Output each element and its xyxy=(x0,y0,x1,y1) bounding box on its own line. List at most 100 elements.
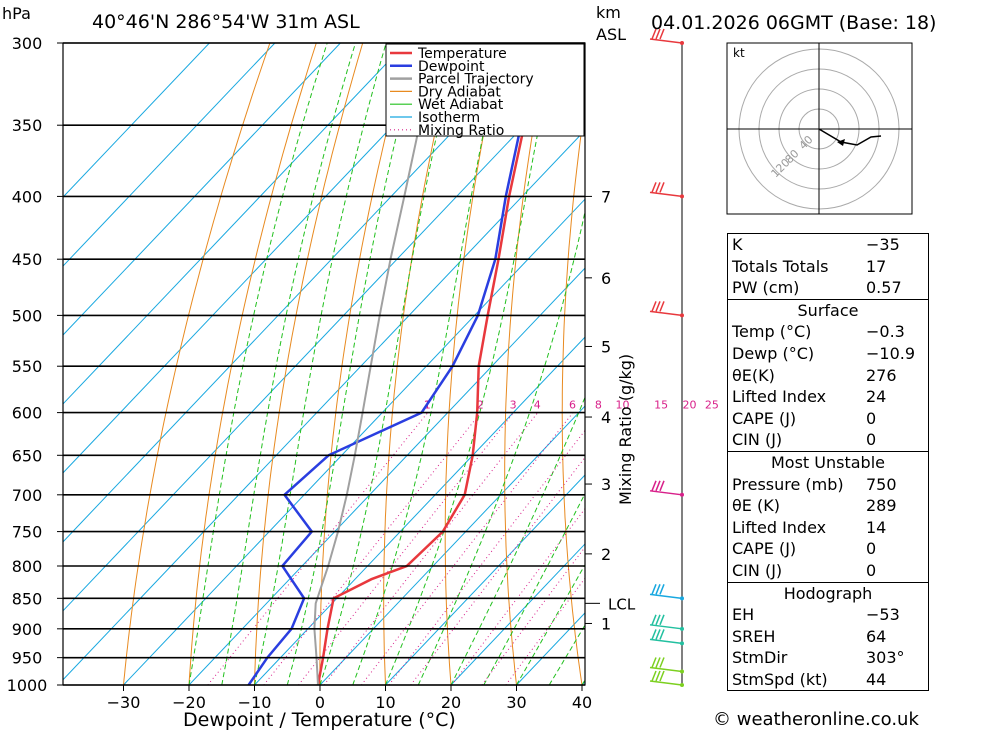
wind-barb-flag xyxy=(659,584,665,595)
mu-li-value: 14 xyxy=(866,517,887,537)
mixing-ratio-tick-label: 25 xyxy=(705,399,719,412)
pressure-unit: hPa xyxy=(2,4,31,23)
surface-cape-value: 0 xyxy=(866,408,877,428)
mu-thetae-row: θE (K) 289 xyxy=(728,495,928,517)
mu-li-row: Lifted Index 14 xyxy=(728,517,928,539)
pressure-tick-label: 600 xyxy=(12,404,43,423)
pressure-tick-label: 450 xyxy=(12,250,43,269)
eh-row: EH −53 xyxy=(728,604,928,626)
totals-totals-row: Totals Totals 17 xyxy=(728,256,928,278)
mixing-ratio-label: Mixing Ratio (g/kg) xyxy=(616,354,635,505)
temperature-tick-label: 30 xyxy=(506,693,526,712)
most-unstable-section: Most Unstable Pressure (mb) 750 θE (K) 289… xyxy=(728,450,928,582)
sreh-label: SREH xyxy=(732,626,776,646)
wind-barb-flag xyxy=(659,657,665,668)
isotherm-line xyxy=(254,336,585,685)
dry-adiabat-line xyxy=(672,43,713,685)
wind-barb-flag xyxy=(655,670,661,682)
wind-barb-flag xyxy=(655,614,661,626)
surface-thetae-value: 276 xyxy=(866,365,897,385)
mixing-ratio-tick-label: 8 xyxy=(595,399,602,412)
pressure-tick-label: 500 xyxy=(12,306,43,325)
surface-dewp-row: Dewp (°C) −10.9 xyxy=(728,343,928,365)
pressure-tick-label: 400 xyxy=(12,187,43,206)
wind-dot xyxy=(680,683,684,687)
pw-value: 0.57 xyxy=(866,278,902,298)
wind-dot xyxy=(680,641,684,646)
mu-cin-value: 0 xyxy=(866,560,877,580)
surface-cin-row: CIN (J) 0 xyxy=(728,429,928,451)
pressure-tick-label: 1000 xyxy=(7,676,48,695)
mixing-ratio-tick-label: 6 xyxy=(569,399,576,412)
plot-frame xyxy=(62,42,586,686)
wind-barb xyxy=(649,624,683,630)
mu-cape-label: CAPE (J) xyxy=(732,539,797,559)
legend-entry: Mixing Ratio xyxy=(418,123,504,139)
surface-temp-row: Temp (°C) −0.3 xyxy=(728,321,928,343)
height-unit-km: km xyxy=(596,3,621,22)
wind-dot xyxy=(680,492,684,497)
x-axis-label: Dewpoint / Temperature (°C) xyxy=(183,709,456,731)
totals-totals-value: 17 xyxy=(866,256,887,276)
wind-barb xyxy=(649,666,683,673)
stmdir-label: StmDir xyxy=(732,648,788,668)
surface-li-label: Lifted Index xyxy=(732,387,827,407)
temperature-tick-label: −30 xyxy=(107,693,141,712)
isotherm-line xyxy=(63,43,341,336)
wind-barb xyxy=(649,191,683,198)
temperature-tick-label: 20 xyxy=(441,693,461,712)
wind-barb-flag xyxy=(655,301,661,312)
height-tick-label: 4 xyxy=(601,408,611,427)
wind-barb-flag xyxy=(659,629,665,640)
stmspd-label: StmSpd (kt) xyxy=(732,669,828,689)
mixing-ratio-tick-label: 3 xyxy=(510,399,517,412)
surface-thetae-label: θE(K) xyxy=(732,365,775,385)
wind-barb-flag xyxy=(659,480,665,492)
legend-entry: Parcel Trajectory xyxy=(418,72,534,88)
isotherm-line xyxy=(63,43,538,543)
mu-pressure-label: Pressure (mb) xyxy=(732,474,844,494)
wind-barb xyxy=(649,310,683,317)
run-title: 04.01.2026 06GMT (Base: 18) xyxy=(651,12,936,34)
wind-barb-flag xyxy=(651,301,657,312)
indices-table: K −35 Totals Totals 17 PW (cm) 0.57 Surface… xyxy=(727,233,929,692)
wind-dot xyxy=(680,669,684,674)
wind-barb xyxy=(649,680,683,686)
temperature-tick-label: 10 xyxy=(375,693,395,712)
most-unstable-title: Most Unstable xyxy=(771,452,885,472)
sreh-value: 64 xyxy=(866,626,887,646)
mu-pressure-value: 750 xyxy=(866,474,897,494)
k-index-row: K −35 xyxy=(728,234,928,256)
pw-row: PW (cm) 0.57 xyxy=(728,277,928,299)
wind-barb-flag xyxy=(655,28,661,40)
wind-dot xyxy=(680,626,684,631)
wind-barb-flag xyxy=(651,28,657,40)
surface-li-row: Lifted Index 24 xyxy=(728,386,928,408)
surface-cin-value: 0 xyxy=(866,430,877,450)
wind-barb-flag xyxy=(659,28,665,40)
isotherm-line xyxy=(385,474,585,685)
hodograph-trace xyxy=(818,128,882,146)
wind-dot xyxy=(680,41,684,45)
wind-barb-flag xyxy=(655,480,661,492)
wind-barb-flag xyxy=(655,629,661,640)
pressure-tick-label: 350 xyxy=(12,116,43,135)
totals-totals-label: Totals Totals xyxy=(732,256,829,276)
height-tick-label: 3 xyxy=(601,475,611,494)
pressure-tick-label: 900 xyxy=(12,620,43,639)
isotherm-line xyxy=(188,267,585,685)
mixing-ratio-tick-label: 15 xyxy=(654,399,668,412)
wet-adiabat-line xyxy=(319,43,459,685)
mixing-ratio-tick-label: 4 xyxy=(534,399,541,412)
wind-barb-flag xyxy=(659,614,665,626)
mu-thetae-label: θE (K) xyxy=(732,496,780,516)
surface-dewp-value: −10.9 xyxy=(866,343,916,363)
hodograph-title: Hodograph xyxy=(783,583,873,603)
surface-li-value: 24 xyxy=(866,387,887,407)
pw-label: PW (cm) xyxy=(732,278,800,298)
isotherm-line xyxy=(319,405,585,685)
temperature-tick-label: −20 xyxy=(172,693,206,712)
mixing-ratio-line xyxy=(263,412,482,685)
height-tick-label: 7 xyxy=(601,187,611,206)
